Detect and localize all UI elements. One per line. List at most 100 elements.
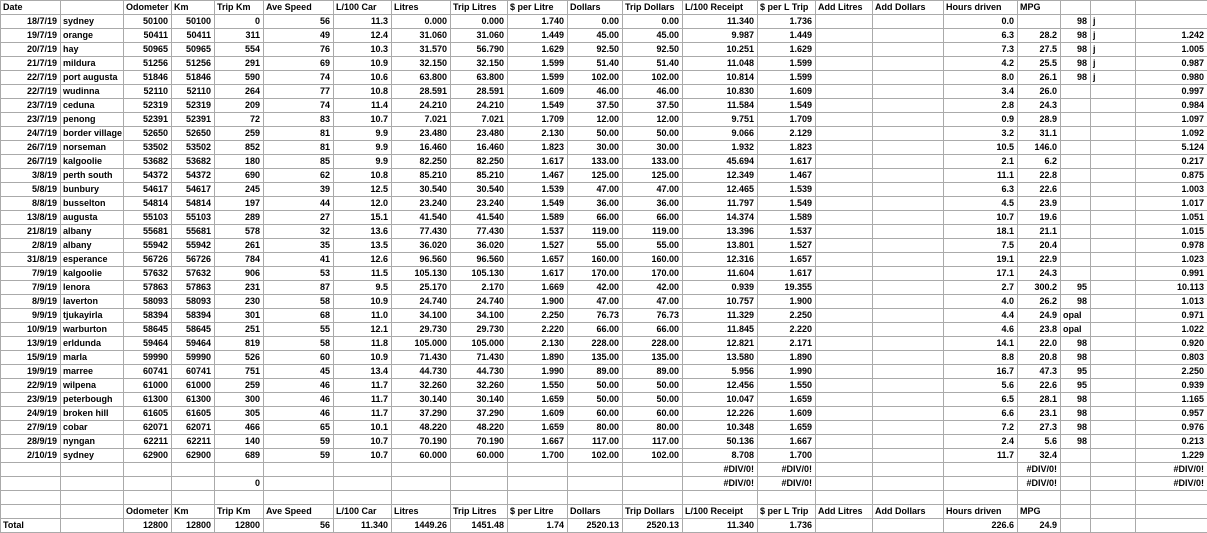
cell[interactable] bbox=[815, 266, 873, 281]
cell[interactable] bbox=[872, 462, 944, 477]
cell[interactable]: 1.449 bbox=[507, 28, 568, 43]
cell[interactable] bbox=[1090, 280, 1136, 295]
cell[interactable]: 117.00 bbox=[567, 434, 623, 449]
column-header-cell[interactable]: $ per L Trip bbox=[757, 0, 816, 15]
cell[interactable]: 226.6 bbox=[943, 518, 1018, 533]
column-header-cell[interactable] bbox=[1060, 504, 1091, 519]
cell[interactable] bbox=[450, 490, 508, 505]
cell[interactable]: 1.023 bbox=[1135, 252, 1207, 267]
cell[interactable]: 80.00 bbox=[567, 420, 623, 435]
cell[interactable]: 22.6 bbox=[1017, 182, 1061, 197]
cell[interactable]: 50.00 bbox=[567, 392, 623, 407]
cell[interactable] bbox=[1090, 308, 1136, 323]
cell[interactable]: 251 bbox=[214, 322, 264, 337]
cell[interactable]: 60 bbox=[263, 350, 334, 365]
cell[interactable] bbox=[872, 280, 944, 295]
cell[interactable]: 180 bbox=[214, 154, 264, 169]
cell[interactable]: 2.130 bbox=[507, 126, 568, 141]
cell[interactable]: 19/9/19 bbox=[0, 364, 61, 379]
cell[interactable] bbox=[815, 364, 873, 379]
cell[interactable]: 11.7 bbox=[943, 448, 1018, 463]
cell[interactable]: 133.00 bbox=[622, 154, 683, 169]
cell[interactable]: 1.549 bbox=[507, 98, 568, 113]
cell[interactable]: busselton bbox=[60, 196, 124, 211]
cell[interactable]: 23/7/19 bbox=[0, 112, 61, 127]
cell[interactable]: 50100 bbox=[171, 14, 215, 29]
cell[interactable]: 10.830 bbox=[682, 84, 758, 99]
cell[interactable]: 1.599 bbox=[757, 70, 816, 85]
cell[interactable]: 13.5 bbox=[333, 238, 392, 253]
cell[interactable]: 85.210 bbox=[391, 168, 451, 183]
cell[interactable]: 36.00 bbox=[567, 196, 623, 211]
cell[interactable]: 21/7/19 bbox=[0, 56, 61, 71]
cell[interactable]: 1.823 bbox=[507, 140, 568, 155]
cell[interactable]: 11.340 bbox=[333, 518, 392, 533]
cell[interactable]: 751 bbox=[214, 364, 264, 379]
cell[interactable] bbox=[815, 126, 873, 141]
cell[interactable] bbox=[815, 70, 873, 85]
cell[interactable]: 50411 bbox=[171, 28, 215, 43]
cell[interactable] bbox=[815, 518, 873, 533]
cell[interactable]: 80.00 bbox=[622, 420, 683, 435]
cell[interactable]: 76.73 bbox=[622, 308, 683, 323]
cell[interactable]: 37.290 bbox=[450, 406, 508, 421]
cell[interactable]: 63.800 bbox=[450, 70, 508, 85]
cell[interactable]: 15.1 bbox=[333, 210, 392, 225]
cell[interactable] bbox=[815, 154, 873, 169]
cell[interactable] bbox=[815, 336, 873, 351]
cell[interactable] bbox=[1090, 476, 1136, 491]
cell[interactable]: 25.170 bbox=[391, 280, 451, 295]
cell[interactable]: 228.00 bbox=[622, 336, 683, 351]
cell[interactable]: marla bbox=[60, 350, 124, 365]
cell[interactable]: 1.900 bbox=[507, 294, 568, 309]
cell[interactable]: 47.00 bbox=[622, 182, 683, 197]
cell[interactable] bbox=[1060, 182, 1091, 197]
cell[interactable] bbox=[815, 378, 873, 393]
cell[interactable] bbox=[872, 490, 944, 505]
cell[interactable]: 98 bbox=[1060, 406, 1091, 421]
cell[interactable]: 52110 bbox=[171, 84, 215, 99]
cell[interactable]: 61300 bbox=[171, 392, 215, 407]
column-header-cell[interactable] bbox=[60, 504, 124, 519]
cell[interactable]: 264 bbox=[214, 84, 264, 99]
cell[interactable]: 13.801 bbox=[682, 238, 758, 253]
cell[interactable]: 289 bbox=[214, 210, 264, 225]
cell[interactable] bbox=[872, 210, 944, 225]
cell[interactable]: 70.190 bbox=[450, 434, 508, 449]
cell[interactable]: 50.00 bbox=[622, 378, 683, 393]
cell[interactable]: 1.890 bbox=[757, 350, 816, 365]
cell[interactable] bbox=[872, 336, 944, 351]
cell[interactable]: 1.599 bbox=[757, 56, 816, 71]
cell[interactable]: 71.430 bbox=[450, 350, 508, 365]
cell[interactable]: 98 bbox=[1060, 28, 1091, 43]
cell[interactable] bbox=[815, 182, 873, 197]
cell[interactable]: 50.00 bbox=[622, 126, 683, 141]
cell[interactable]: 35 bbox=[263, 238, 334, 253]
cell[interactable]: 52319 bbox=[171, 98, 215, 113]
cell[interactable]: 82.250 bbox=[450, 154, 508, 169]
cell[interactable]: 62211 bbox=[171, 434, 215, 449]
cell[interactable]: 50965 bbox=[171, 42, 215, 57]
column-header-cell[interactable]: $ per Litre bbox=[507, 0, 568, 15]
cell[interactable]: 58645 bbox=[171, 322, 215, 337]
cell[interactable]: 25.5 bbox=[1017, 56, 1061, 71]
cell[interactable] bbox=[60, 490, 124, 505]
cell[interactable]: laverton bbox=[60, 294, 124, 309]
cell[interactable] bbox=[60, 476, 124, 491]
cell[interactable] bbox=[214, 462, 264, 477]
cell[interactable]: 51.40 bbox=[622, 56, 683, 71]
cell[interactable]: 1.890 bbox=[507, 350, 568, 365]
cell[interactable]: j bbox=[1090, 42, 1136, 57]
cell[interactable]: 12.349 bbox=[682, 168, 758, 183]
cell[interactable]: 98 bbox=[1060, 336, 1091, 351]
cell[interactable] bbox=[60, 518, 124, 533]
cell[interactable]: 10.1 bbox=[333, 420, 392, 435]
cell[interactable]: 58 bbox=[263, 336, 334, 351]
cell[interactable]: 26/7/19 bbox=[0, 154, 61, 169]
cell[interactable]: 77 bbox=[263, 84, 334, 99]
cell[interactable] bbox=[872, 434, 944, 449]
cell[interactable]: 98 bbox=[1060, 434, 1091, 449]
cell[interactable]: 0.939 bbox=[682, 280, 758, 295]
cell[interactable]: 55681 bbox=[123, 224, 172, 239]
cell[interactable]: 689 bbox=[214, 448, 264, 463]
